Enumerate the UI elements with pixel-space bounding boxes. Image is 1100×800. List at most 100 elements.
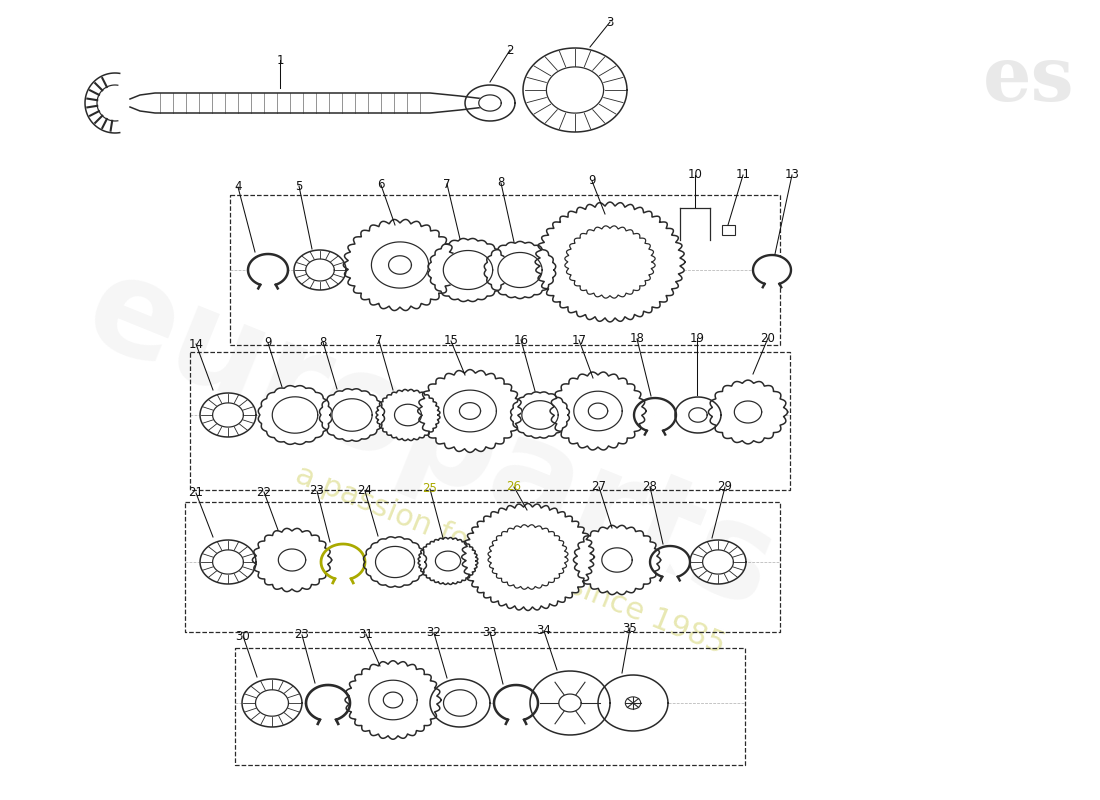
Polygon shape [565, 226, 656, 298]
Polygon shape [478, 95, 502, 111]
Text: 26: 26 [506, 481, 521, 494]
Text: 9: 9 [264, 337, 272, 350]
Polygon shape [376, 390, 440, 441]
Polygon shape [574, 391, 623, 430]
Polygon shape [547, 67, 604, 113]
Polygon shape [428, 238, 508, 302]
Text: 7: 7 [443, 178, 451, 190]
Polygon shape [248, 254, 288, 285]
Text: 23: 23 [295, 629, 309, 642]
Polygon shape [375, 546, 415, 578]
Text: 25: 25 [422, 482, 438, 495]
Polygon shape [273, 397, 318, 433]
Polygon shape [418, 370, 522, 453]
Polygon shape [465, 85, 515, 121]
Polygon shape [522, 48, 627, 132]
Polygon shape [550, 372, 646, 450]
Polygon shape [484, 242, 556, 298]
Text: 4: 4 [234, 181, 242, 194]
Text: 31: 31 [359, 627, 373, 641]
Text: 35: 35 [623, 622, 637, 634]
Text: 8: 8 [319, 335, 327, 349]
Text: es: es [983, 43, 1075, 117]
Polygon shape [321, 544, 365, 578]
Text: 10: 10 [688, 169, 703, 182]
Polygon shape [258, 386, 332, 444]
Polygon shape [255, 690, 288, 716]
Text: 30: 30 [235, 630, 251, 642]
Polygon shape [598, 675, 668, 731]
Polygon shape [443, 390, 496, 432]
Polygon shape [85, 73, 120, 133]
Polygon shape [530, 671, 610, 735]
Polygon shape [388, 256, 411, 274]
Text: 16: 16 [514, 334, 528, 346]
Text: 32: 32 [427, 626, 441, 639]
Text: 7: 7 [375, 334, 383, 347]
Polygon shape [200, 540, 256, 584]
Polygon shape [708, 380, 788, 444]
Polygon shape [252, 528, 331, 592]
Polygon shape [418, 538, 477, 585]
Polygon shape [735, 401, 761, 423]
Polygon shape [200, 393, 256, 437]
Polygon shape [436, 551, 461, 571]
Polygon shape [294, 250, 346, 290]
Text: 21: 21 [188, 486, 204, 499]
Text: 8: 8 [497, 177, 505, 190]
Text: 9: 9 [588, 174, 596, 187]
Polygon shape [498, 253, 542, 287]
Polygon shape [535, 202, 685, 322]
Polygon shape [559, 694, 581, 712]
Polygon shape [363, 537, 427, 587]
Polygon shape [443, 690, 476, 716]
Text: 33: 33 [483, 626, 497, 638]
Text: 18: 18 [629, 333, 645, 346]
Polygon shape [278, 549, 306, 571]
Text: 22: 22 [256, 486, 272, 498]
Polygon shape [345, 661, 441, 739]
Polygon shape [634, 398, 676, 430]
Polygon shape [130, 93, 490, 113]
Text: 19: 19 [690, 331, 704, 345]
Polygon shape [625, 697, 640, 709]
Polygon shape [462, 503, 594, 610]
Polygon shape [332, 398, 372, 431]
Text: 34: 34 [537, 625, 551, 638]
Text: 20: 20 [760, 331, 775, 345]
Polygon shape [602, 548, 632, 572]
Polygon shape [573, 526, 661, 594]
Text: 15: 15 [443, 334, 459, 347]
Text: 6: 6 [377, 178, 385, 191]
Polygon shape [372, 242, 429, 288]
Polygon shape [319, 389, 385, 442]
Text: 14: 14 [188, 338, 204, 350]
Text: 11: 11 [736, 169, 750, 182]
Polygon shape [675, 397, 720, 433]
Bar [722, 225, 735, 235]
Polygon shape [488, 525, 568, 590]
Polygon shape [368, 680, 417, 720]
Polygon shape [343, 219, 456, 310]
Polygon shape [494, 685, 538, 720]
Polygon shape [588, 403, 607, 419]
Polygon shape [650, 546, 690, 577]
Polygon shape [521, 401, 558, 430]
Text: 28: 28 [642, 481, 658, 494]
Text: 27: 27 [592, 481, 606, 494]
Text: 13: 13 [784, 169, 800, 182]
Polygon shape [510, 392, 570, 438]
Polygon shape [306, 685, 350, 720]
Text: 17: 17 [572, 334, 586, 346]
Text: 2: 2 [506, 43, 514, 57]
Polygon shape [395, 404, 421, 426]
Text: a passion for parts since 1985: a passion for parts since 1985 [290, 460, 729, 660]
Text: 24: 24 [358, 485, 373, 498]
Text: 5: 5 [295, 179, 302, 193]
Polygon shape [430, 679, 490, 727]
Polygon shape [690, 540, 746, 584]
Polygon shape [212, 403, 243, 427]
Text: 3: 3 [606, 15, 614, 29]
Text: 29: 29 [717, 481, 733, 494]
Polygon shape [212, 550, 243, 574]
